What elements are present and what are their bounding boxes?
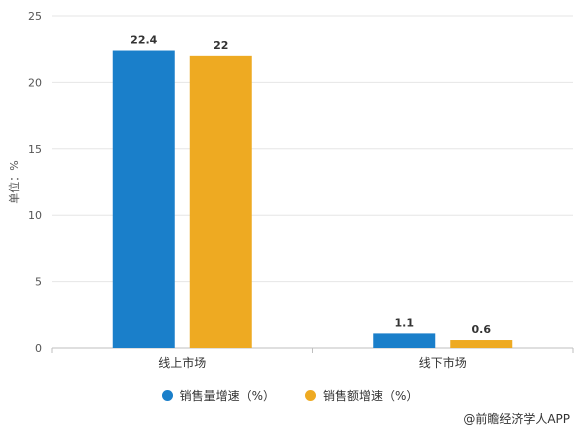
data-label: 1.1 (395, 316, 415, 329)
x-tick-label: 线上市场 (158, 355, 206, 370)
y-tick-label: 10 (28, 209, 42, 222)
data-label: 22 (213, 39, 228, 52)
y-tick-label: 20 (28, 76, 42, 89)
legend-marker-series-1 (161, 390, 173, 401)
legend-item-series-2[interactable]: 销售额增速（%） (305, 387, 418, 404)
data-label: 22.4 (130, 34, 157, 47)
x-tick-label: 线下市场 (419, 355, 467, 370)
legend-item-series-1[interactable]: 销售量增速（%） (161, 387, 275, 404)
legend-label-series-2: 销售额增速（%） (323, 389, 419, 403)
bar (112, 50, 175, 348)
y-axis-label: 单位：% (8, 160, 21, 204)
legend: 销售量增速（%） 销售额增速（%） (0, 387, 580, 404)
legend-label-series-1: 销售量增速（%） (179, 389, 275, 403)
legend-marker-series-2 (305, 390, 316, 401)
bar (450, 340, 513, 348)
y-tick-label: 25 (28, 10, 42, 23)
source-credit: @前瞻经济学人APP (463, 412, 570, 426)
data-label: 0.6 (472, 323, 492, 336)
bar (189, 55, 252, 349)
y-tick-label: 0 (35, 342, 42, 355)
y-tick-label: 15 (28, 143, 42, 156)
y-tick-label: 5 (35, 276, 42, 289)
bar (373, 333, 436, 348)
